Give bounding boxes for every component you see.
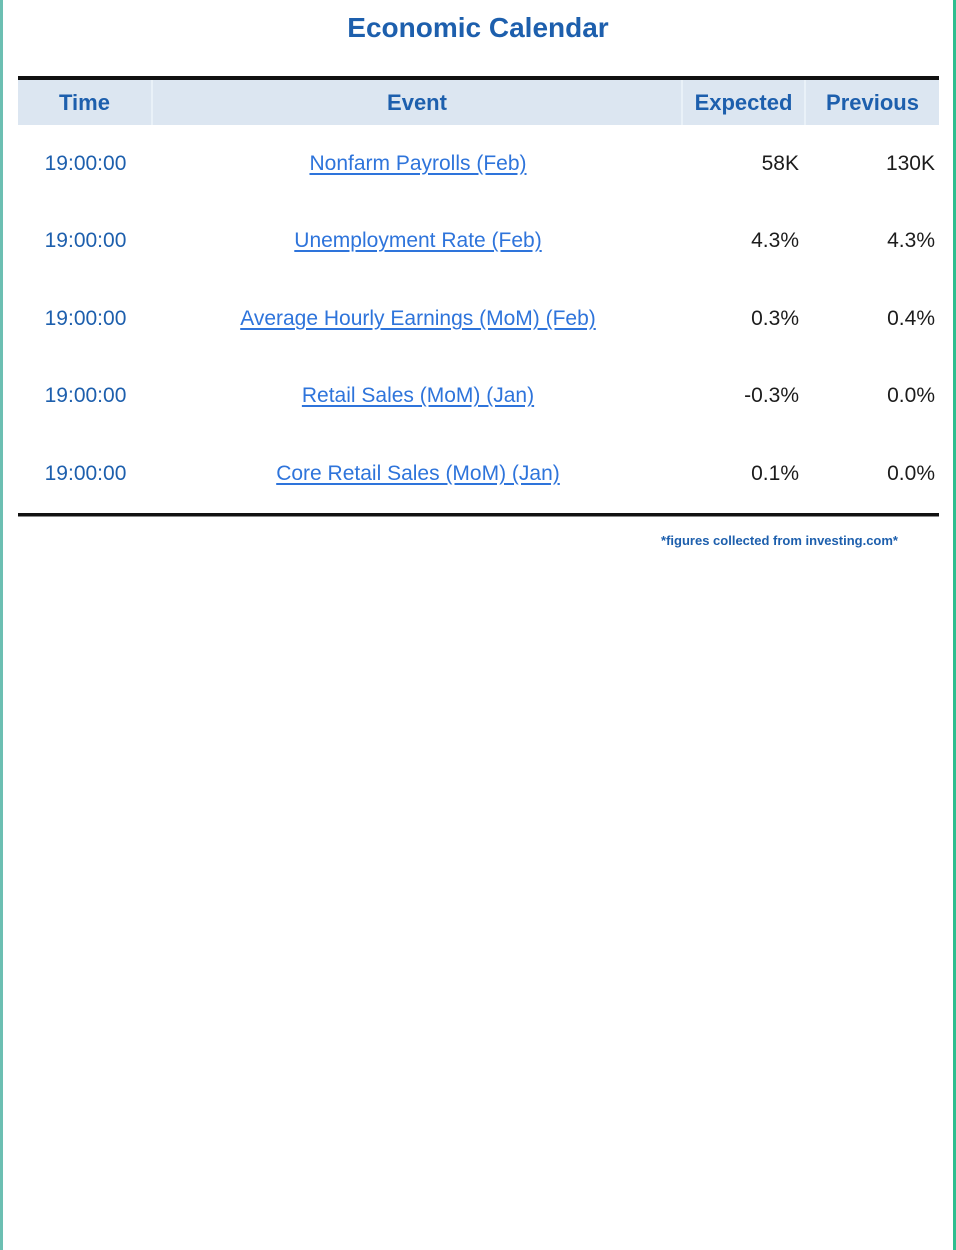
table-row: 19:00:00 Unemployment Rate (Feb) 4.3% 4.… [18, 203, 939, 281]
expected-cell: 0.1% [751, 461, 799, 485]
previous-cell: 0.4% [887, 306, 935, 330]
time-cell: 19:00:00 [44, 306, 127, 330]
time-cell: 19:00:00 [44, 151, 127, 175]
expected-cell: 4.3% [751, 229, 799, 253]
event-cell: Nonfarm Payrolls (Feb) [153, 152, 683, 176]
time-cell: 19:00:00 [44, 461, 127, 485]
table-body: 19:00:00 Nonfarm Payrolls (Feb) 58K 130K… [18, 125, 939, 513]
event-cell: Retail Sales (MoM) (Jan) [153, 384, 683, 408]
expected-cell: 58K [761, 151, 799, 175]
event-link[interactable]: Core Retail Sales (MoM) (Jan) [276, 461, 560, 485]
time-cell: 19:00:00 [44, 229, 127, 253]
table-row: 19:00:00 Core Retail Sales (MoM) (Jan) 0… [18, 435, 939, 513]
economic-calendar-table: Time Event Expected Previous 19:00:00 No… [18, 76, 939, 548]
table-bottom-rule [18, 512, 939, 517]
event-link[interactable]: Retail Sales (MoM) (Jan) [301, 384, 535, 408]
table-row: 19:00:00 Nonfarm Payrolls (Feb) 58K 130K [18, 125, 939, 203]
table-row: 19:00:00 Retail Sales (MoM) (Jan) -0.3% … [18, 358, 939, 436]
page-title: Economic Calendar [347, 12, 609, 43]
event-cell: Unemployment Rate (Feb) [153, 229, 683, 253]
header-previous: Previous [826, 89, 919, 115]
event-link[interactable]: Nonfarm Payrolls (Feb) [309, 151, 527, 175]
header-time: Time [18, 80, 153, 125]
previous-cell: 0.0% [887, 384, 935, 408]
header-expected: Expected [683, 80, 806, 125]
expected-cell: 0.3% [751, 306, 799, 330]
event-link[interactable]: Unemployment Rate (Feb) [294, 229, 542, 253]
expected-cell: -0.3% [744, 384, 799, 408]
previous-cell: 130K [885, 151, 935, 175]
table-top-rule [18, 76, 939, 80]
previous-cell: 0.0% [887, 461, 935, 485]
source-footnote: *figures collected from investing.com* [661, 532, 898, 548]
event-cell: Core Retail Sales (MoM) (Jan) [153, 462, 683, 486]
event-cell: Average Hourly Earnings (MoM) (Feb) [153, 307, 683, 331]
event-link[interactable]: Average Hourly Earnings (MoM) (Feb) [240, 306, 596, 330]
previous-cell: 4.3% [887, 229, 935, 253]
table-header-row: Time Event Expected Previous [18, 80, 939, 125]
table-row: 19:00:00 Average Hourly Earnings (MoM) (… [18, 280, 939, 358]
time-cell: 19:00:00 [44, 384, 127, 408]
header-event: Event [153, 80, 683, 125]
